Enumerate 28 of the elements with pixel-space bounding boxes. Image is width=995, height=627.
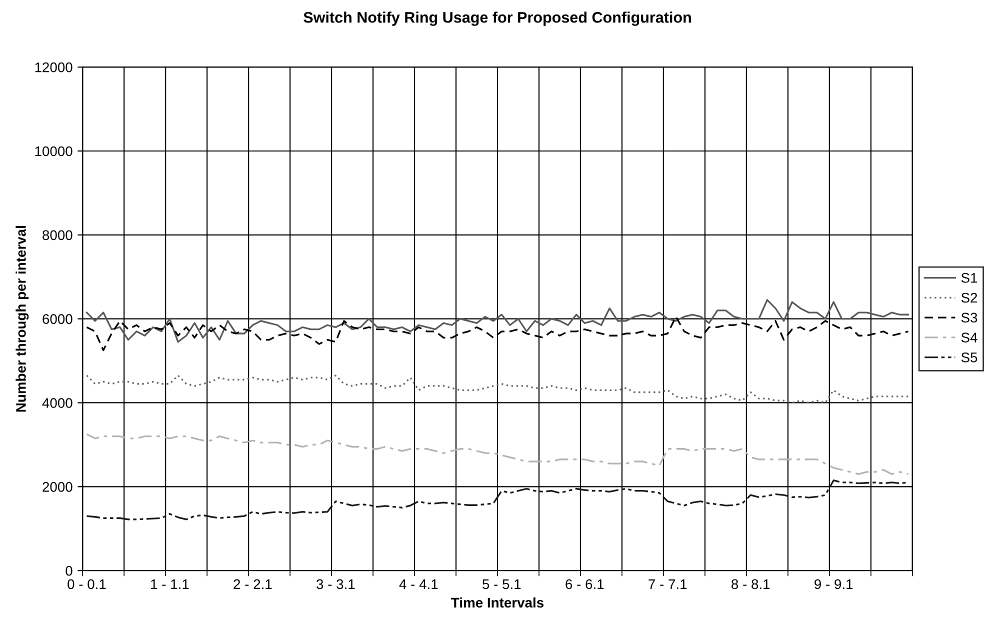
x-tick-label: 8 - 8.1 (732, 579, 770, 590)
line-series (86, 299, 910, 343)
legend-label: S1 (961, 272, 978, 283)
line-series (86, 374, 910, 404)
y-tick-label: 4000 (42, 398, 72, 408)
x-axis-title: Time Intervals (451, 597, 544, 608)
y-tick-label: 10000 (35, 146, 72, 156)
x-tick-label: 6 - 6.1 (566, 579, 604, 590)
legend-label: S5 (961, 352, 978, 362)
chart-title: Switch Notify Ring Usage for Proposed Configuration (304, 12, 691, 26)
y-tick-label: 12000 (35, 62, 72, 72)
x-tick-label: 3 - 3.1 (316, 579, 355, 590)
y-tick-label: 2000 (42, 482, 72, 492)
y-tick-label: 0 (66, 566, 72, 576)
x-tick-label: 1 - 1.1 (151, 579, 189, 589)
x-tick-label: 5 - 5.1 (482, 579, 521, 590)
x-tick-label: 9 - 9.1 (814, 579, 853, 590)
line-series (86, 433, 910, 475)
legend-label: S3 (961, 312, 978, 323)
x-tick-label: 2 - 2.1 (234, 579, 272, 589)
y-axis-title: Number through per interval (16, 226, 29, 412)
y-tick-label: 6000 (42, 314, 72, 324)
legend-label: S2 (961, 292, 978, 303)
x-tick-label: 7 - 7.1 (648, 579, 687, 589)
legend-label: S4 (961, 332, 978, 342)
x-tick-label: 0 - 0.1 (68, 579, 106, 590)
x-tick-label: 4 - 4.1 (399, 579, 438, 589)
y-tick-label: 8000 (42, 230, 72, 240)
